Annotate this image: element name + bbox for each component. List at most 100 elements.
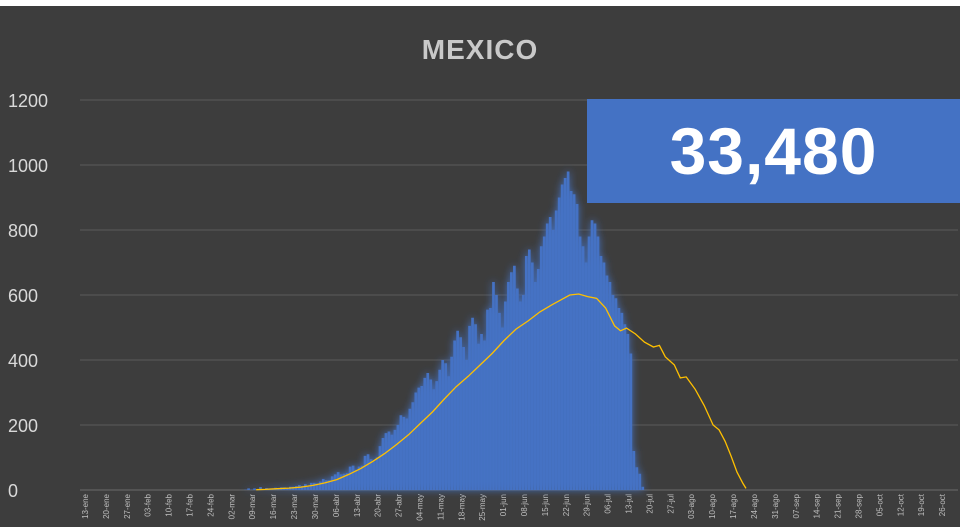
bars-group bbox=[244, 171, 645, 490]
x-tick-label: 17-ago bbox=[729, 493, 738, 518]
bar bbox=[510, 272, 513, 490]
x-tick-label: 24-feb bbox=[206, 493, 215, 516]
x-tick-label: 15-jun bbox=[541, 494, 550, 516]
bar bbox=[587, 236, 591, 490]
bar bbox=[444, 363, 448, 490]
bar bbox=[614, 298, 618, 490]
bar bbox=[327, 480, 331, 490]
bar bbox=[300, 486, 304, 490]
bar bbox=[459, 337, 462, 490]
bar bbox=[557, 197, 561, 490]
bar bbox=[480, 334, 483, 490]
bar bbox=[641, 486, 645, 490]
bar bbox=[357, 466, 361, 490]
x-tick-label: 06-abr bbox=[332, 494, 341, 517]
bar bbox=[533, 282, 537, 490]
bar bbox=[348, 466, 352, 490]
bar bbox=[626, 334, 630, 490]
bar bbox=[608, 282, 612, 490]
bar bbox=[468, 325, 471, 490]
x-tick-label: 03-feb bbox=[144, 493, 153, 516]
bar bbox=[259, 487, 262, 490]
bar bbox=[247, 488, 250, 490]
bar bbox=[456, 330, 459, 490]
x-tick-label: 22-jun bbox=[562, 494, 571, 516]
bar bbox=[366, 454, 370, 490]
bar bbox=[620, 312, 624, 490]
x-tick-label: 25-may bbox=[478, 494, 487, 521]
bar bbox=[554, 210, 558, 490]
bar bbox=[435, 381, 439, 490]
bar bbox=[333, 474, 337, 490]
bar bbox=[387, 431, 391, 490]
chart-svg: 0 200 400 600 800 1000 1200 13-ene 20-ene 27-ene 0… bbox=[8, 91, 958, 521]
bar bbox=[253, 488, 256, 490]
bar bbox=[321, 478, 325, 490]
x-tick-label: 27-jul bbox=[666, 494, 675, 514]
bar bbox=[420, 386, 424, 490]
x-tick-label: 27-ene bbox=[123, 493, 132, 518]
total-count-value: 33,480 bbox=[669, 114, 878, 188]
bar bbox=[632, 451, 636, 490]
bar bbox=[599, 256, 603, 490]
bar bbox=[360, 465, 364, 490]
bar bbox=[575, 204, 579, 490]
bar bbox=[548, 217, 552, 490]
bar bbox=[429, 379, 433, 490]
x-tick-label: 08-jun bbox=[520, 494, 529, 516]
bar bbox=[393, 429, 397, 490]
bar bbox=[369, 459, 373, 490]
y-tick-label: 1200 bbox=[8, 91, 48, 111]
x-tick-label: 02-mar bbox=[227, 494, 236, 520]
bar bbox=[438, 369, 442, 490]
bar bbox=[402, 416, 406, 490]
bar bbox=[462, 347, 465, 490]
x-tick-label: 19-oct bbox=[917, 493, 926, 516]
x-tick-label: 05-oct bbox=[875, 493, 884, 516]
bar bbox=[539, 246, 543, 490]
bar bbox=[578, 236, 582, 490]
projection-line bbox=[256, 293, 747, 491]
bar bbox=[638, 473, 642, 490]
y-tick-label: 0 bbox=[8, 481, 18, 501]
x-tick-label: 26-oct bbox=[938, 493, 947, 516]
bar bbox=[381, 438, 385, 490]
bar bbox=[312, 482, 316, 490]
x-tick-label: 17-feb bbox=[186, 493, 195, 516]
bar bbox=[623, 324, 627, 490]
bar bbox=[524, 256, 528, 490]
bar bbox=[318, 481, 322, 490]
bar bbox=[453, 340, 456, 490]
bar bbox=[519, 301, 522, 490]
x-tick-label: 24-ago bbox=[750, 493, 759, 518]
y-tick-label: 1000 bbox=[8, 156, 48, 176]
bar bbox=[405, 418, 409, 490]
bar bbox=[602, 262, 606, 490]
bar bbox=[516, 288, 519, 490]
bar bbox=[441, 360, 445, 490]
x-tick-label: 20-ene bbox=[102, 493, 111, 518]
bar bbox=[513, 265, 516, 490]
bar bbox=[560, 184, 564, 490]
bar bbox=[584, 262, 588, 490]
bar bbox=[399, 415, 403, 490]
bar bbox=[530, 262, 534, 490]
x-tick-label: 10-ago bbox=[708, 493, 717, 518]
bar bbox=[498, 312, 501, 490]
x-tick-label: 27-abr bbox=[395, 494, 404, 517]
x-tick-label: 21-sep bbox=[834, 493, 843, 518]
y-tick-label: 200 bbox=[8, 416, 38, 436]
chart-frame: 0 200 400 600 800 1000 1200 13-ene 20-ene 27-ene 0… bbox=[0, 6, 960, 527]
x-tick-label: 30-mar bbox=[311, 494, 320, 520]
bar bbox=[408, 408, 412, 490]
bar bbox=[492, 282, 495, 490]
bar bbox=[474, 324, 477, 490]
bar bbox=[605, 275, 609, 490]
x-tick-label: 06-jul bbox=[604, 494, 613, 514]
bar bbox=[527, 249, 531, 490]
bar bbox=[375, 457, 379, 490]
bar bbox=[489, 308, 492, 490]
bar bbox=[324, 480, 328, 490]
bar bbox=[336, 472, 340, 490]
x-tick-label: 23-mar bbox=[290, 494, 299, 520]
